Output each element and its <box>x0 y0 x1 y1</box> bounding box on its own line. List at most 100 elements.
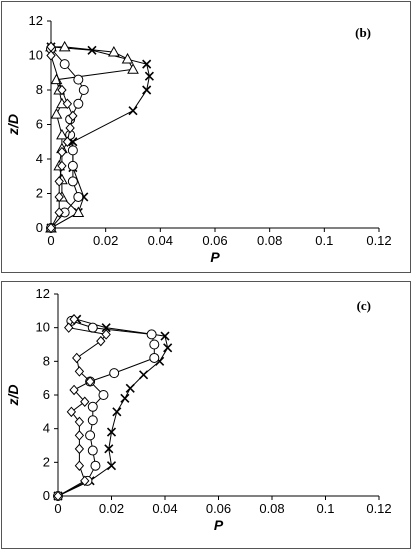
data-point-triangle-marker <box>72 206 85 217</box>
data-point-triangle-marker <box>56 128 68 140</box>
data-point-x-marker <box>142 85 152 95</box>
data-point-diamond-marker <box>68 110 78 122</box>
series-triangle-line <box>50 46 134 229</box>
data-point-diamond-marker <box>74 430 85 441</box>
x-tick-label: 0 <box>54 501 61 516</box>
series-x-line <box>57 318 169 497</box>
data-point-circle-marker <box>87 445 98 456</box>
y-tick-label: 0 <box>36 220 43 235</box>
x-axis-label: P <box>210 249 220 265</box>
series-diamond-line <box>57 319 108 497</box>
y-tick-label: 10 <box>29 48 43 63</box>
data-point-x-marker <box>101 323 111 333</box>
data-point-diamond-marker <box>96 335 106 347</box>
data-point-diamond-marker <box>74 416 85 428</box>
data-point-diamond-marker <box>64 322 74 333</box>
y-tick-label: 12 <box>36 286 50 301</box>
data-point-circle-marker <box>146 329 157 340</box>
y-tick-label: 6 <box>43 387 50 402</box>
data-point-diamond-marker <box>57 160 67 172</box>
data-point-circle-marker <box>109 368 120 379</box>
data-point-circle-marker <box>67 176 78 187</box>
data-point-diamond-marker <box>54 176 64 187</box>
data-point-circle-marker <box>78 85 89 95</box>
data-point-triangle-marker <box>121 52 134 64</box>
x-tick-label: 0.08 <box>257 233 282 248</box>
x-tick-label: 0.1 <box>315 233 333 248</box>
data-point-circle-marker <box>149 352 160 363</box>
data-point-diamond-marker <box>69 384 79 396</box>
data-point-x-marker <box>139 370 149 380</box>
x-tick-label: 0.12 <box>366 501 391 516</box>
data-point-diamond-marker <box>57 84 67 96</box>
x-tick-label: 0.06 <box>202 233 227 248</box>
y-tick-label: 4 <box>43 421 50 436</box>
y-tick-label: 0 <box>43 488 50 503</box>
x-tick-label: 0.06 <box>206 501 231 516</box>
data-point-diamond-marker <box>85 376 95 387</box>
data-point-diamond-marker <box>80 396 90 407</box>
data-point-x-marker <box>144 71 154 81</box>
data-point-diamond-marker <box>62 98 73 110</box>
data-point-x-marker <box>106 427 117 437</box>
data-point-circle-marker <box>59 59 70 70</box>
y-tick-label: 2 <box>36 186 43 201</box>
data-point-triangle-marker <box>50 108 63 119</box>
data-point-triangle-marker <box>127 63 139 74</box>
data-point-x-marker <box>160 331 170 341</box>
data-point-diamond-marker <box>66 406 77 418</box>
data-point-x-marker <box>112 407 122 417</box>
data-point-circle-marker <box>85 430 96 441</box>
y-tick-label: 6 <box>36 117 43 132</box>
data-point-diamond-marker <box>46 50 56 61</box>
data-point-diamond-marker <box>53 490 63 502</box>
data-point-x-marker <box>104 444 114 454</box>
x-tick-label: 0.1 <box>316 501 334 516</box>
data-point-diamond-marker <box>74 443 85 455</box>
panel-label: (b) <box>355 25 371 40</box>
data-point-circle-marker <box>90 460 101 471</box>
data-point-circle-marker <box>87 401 98 412</box>
x-tick-label: 0.02 <box>99 501 124 516</box>
data-point-diamond-marker <box>46 222 56 234</box>
data-point-diamond-marker <box>74 460 85 471</box>
data-point-diamond-marker <box>74 366 85 377</box>
y-axis-label: z/D <box>5 114 21 136</box>
data-point-circle-marker <box>87 415 98 426</box>
data-point-x-marker <box>120 393 130 403</box>
panel-label: (c) <box>357 298 371 313</box>
x-tick-label: 0.04 <box>148 233 173 248</box>
data-point-circle-marker <box>87 322 98 333</box>
data-point-circle-marker <box>73 98 84 109</box>
x-tick-label: 0 <box>47 233 54 248</box>
data-point-diamond-marker <box>80 475 90 487</box>
data-point-circle-marker <box>98 390 109 400</box>
data-point-triangle-marker <box>108 46 120 57</box>
y-axis-label: z/D <box>5 385 21 407</box>
data-point-diamond-marker <box>54 207 64 218</box>
y-tick-label: 10 <box>36 320 50 335</box>
data-point-x-marker <box>128 106 138 116</box>
chart-b-svg: 0 0.02 0.04 0.06 0.08 0.1 0.12 0 2 4 6 8 10 12 Pz/D (b) <box>5 13 392 265</box>
data-point-triangle-marker <box>58 40 71 52</box>
x-tick-label: 0.12 <box>366 233 391 248</box>
data-point-x-marker <box>125 383 135 393</box>
data-point-diamond-marker <box>46 41 56 53</box>
data-point-diamond-marker <box>54 191 64 203</box>
data-point-circle-marker <box>67 145 78 156</box>
data-point-x-marker <box>87 45 97 55</box>
data-point-circle-marker <box>73 191 84 202</box>
y-tick-label: 8 <box>43 353 50 368</box>
x-tick-label: 0.08 <box>259 501 284 516</box>
data-point-x-marker <box>142 59 152 69</box>
data-point-diamond-marker <box>62 136 73 148</box>
y-tick-label: 12 <box>29 13 43 28</box>
x-axis-label: P <box>214 517 224 533</box>
data-point-diamond-marker <box>57 146 67 158</box>
data-point-x-marker <box>163 343 173 353</box>
data-point-x-marker <box>106 461 117 471</box>
y-tick-label: 2 <box>43 454 50 469</box>
y-tick-label: 4 <box>36 151 43 166</box>
